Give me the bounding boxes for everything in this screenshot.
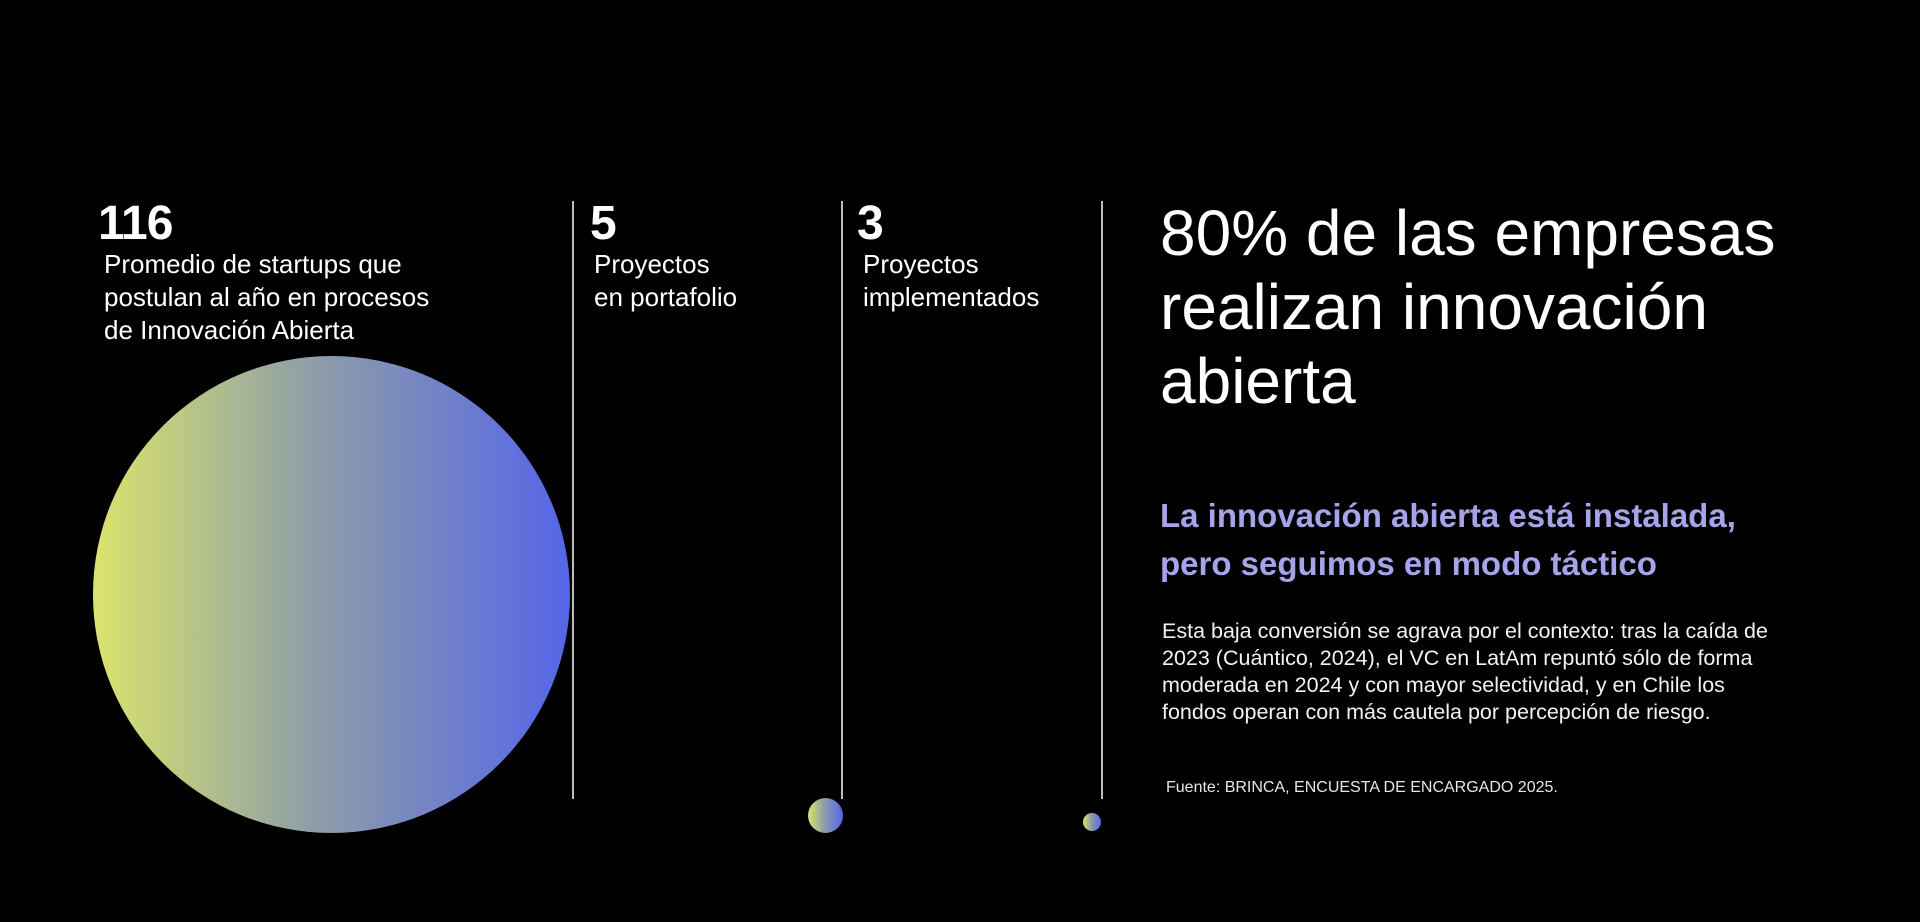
- headline-line: 80% de las empresas: [1160, 197, 1776, 269]
- headline-line: abierta: [1160, 345, 1356, 417]
- divider-1: [572, 201, 574, 799]
- body-line: 2023 (Cuántico, 2024), el VC en LatAm re…: [1162, 646, 1753, 670]
- body-line: moderada en 2024 y con mayor selectivida…: [1162, 673, 1725, 697]
- stat-label-portfolio: Proyectos en portafolio: [594, 248, 737, 314]
- subheadline: La innovación abierta está instalada, pe…: [1160, 492, 1736, 588]
- stat-label-line: postulan al año en procesos: [104, 282, 430, 312]
- small-gradient-circle: [1083, 813, 1101, 831]
- stat-label-implemented: Proyectos implementados: [863, 248, 1039, 314]
- source-note: Fuente: BRINCA, ENCUESTA DE ENCARGADO 20…: [1166, 779, 1558, 796]
- body-line: Esta baja conversión se agrava por el co…: [1162, 619, 1768, 643]
- headline: 80% de las empresas realizan innovación …: [1160, 196, 1775, 418]
- divider-3: [1101, 201, 1103, 799]
- subheadline-line: pero seguimos en modo táctico: [1160, 545, 1657, 582]
- stat-label-line: Promedio de startups que: [104, 249, 402, 279]
- body-line: fondos operan con más cautela por percep…: [1162, 700, 1711, 724]
- medium-gradient-circle: [808, 798, 843, 833]
- stat-label-line: en portafolio: [594, 282, 738, 312]
- stat-label-startups: Promedio de startups que postulan al año…: [104, 248, 429, 347]
- stat-number-implemented: 3: [857, 197, 884, 250]
- stat-label-line: de Innovación Abierta: [104, 315, 355, 345]
- stat-label-line: Proyectos: [863, 249, 979, 279]
- subheadline-line: La innovación abierta está instalada,: [1160, 497, 1736, 534]
- stat-number-portfolio: 5: [590, 197, 617, 250]
- stat-label-line: implementados: [863, 282, 1040, 312]
- large-gradient-circle: [93, 356, 570, 833]
- headline-line: realizan innovación: [1160, 271, 1708, 343]
- stat-label-line: Proyectos: [594, 249, 710, 279]
- divider-2: [841, 201, 843, 799]
- body-paragraph: Esta baja conversión se agrava por el co…: [1162, 618, 1768, 726]
- stat-number-startups: 116: [98, 197, 173, 250]
